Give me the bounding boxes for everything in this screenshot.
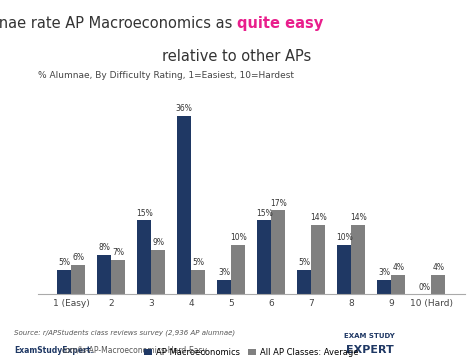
Bar xyxy=(57,270,71,294)
Bar xyxy=(257,220,271,294)
Bar xyxy=(191,270,205,294)
Bar xyxy=(137,220,151,294)
Text: 8%: 8% xyxy=(98,243,110,252)
Bar xyxy=(337,245,351,294)
Bar xyxy=(297,270,311,294)
Bar xyxy=(271,210,285,294)
Bar xyxy=(311,225,325,294)
Text: 6%: 6% xyxy=(73,253,84,262)
Text: 36%: 36% xyxy=(176,104,193,113)
Bar xyxy=(177,116,191,294)
Bar xyxy=(111,260,125,294)
Text: 4%: 4% xyxy=(432,263,444,272)
Text: 9%: 9% xyxy=(152,238,164,247)
Bar xyxy=(351,225,365,294)
Text: 5%: 5% xyxy=(192,258,204,267)
Text: 4%: 4% xyxy=(392,263,404,272)
Bar xyxy=(391,275,405,294)
Text: 3%: 3% xyxy=(218,268,230,277)
Legend: AP Macroeconomics, All AP Classes: Average: AP Macroeconomics, All AP Classes: Avera… xyxy=(141,344,362,359)
Text: % Alumnae, By Difficulty Rating, 1=Easiest, 10=Hardest: % Alumnae, By Difficulty Rating, 1=Easie… xyxy=(38,71,294,80)
Text: 14%: 14% xyxy=(350,214,366,223)
Text: EXPERT: EXPERT xyxy=(346,345,393,355)
Text: 10%: 10% xyxy=(336,233,353,242)
Bar xyxy=(151,250,165,294)
Bar xyxy=(231,245,245,294)
Text: 17%: 17% xyxy=(270,199,287,208)
Text: 15%: 15% xyxy=(136,209,153,218)
Text: 5%: 5% xyxy=(298,258,310,267)
Text: quite easy: quite easy xyxy=(237,16,323,31)
Text: 5%: 5% xyxy=(58,258,70,267)
Text: Source: r/APStudents class reviews survey (2,936 AP alumnae): Source: r/APStudents class reviews surve… xyxy=(14,330,236,336)
Text: EXAM STUDY: EXAM STUDY xyxy=(344,333,395,339)
Text: 10%: 10% xyxy=(230,233,246,242)
Text: Alumnae rate AP Macroeconomics as: Alumnae rate AP Macroeconomics as xyxy=(0,16,237,31)
Text: 7%: 7% xyxy=(112,248,124,257)
Text: 15%: 15% xyxy=(256,209,273,218)
Bar xyxy=(71,265,85,294)
Text: 3%: 3% xyxy=(378,268,390,277)
Text: 0%: 0% xyxy=(418,283,430,292)
Text: relative to other APs: relative to other APs xyxy=(163,50,311,64)
Bar xyxy=(217,280,231,294)
Text: com/Is-AP-Macroeconomics-Hard-Easy: com/Is-AP-Macroeconomics-Hard-Easy xyxy=(62,345,208,355)
Bar xyxy=(97,255,111,294)
Text: ExamStudyExpert.: ExamStudyExpert. xyxy=(14,345,93,355)
Bar xyxy=(431,275,445,294)
Bar xyxy=(377,280,391,294)
Text: 14%: 14% xyxy=(310,214,327,223)
